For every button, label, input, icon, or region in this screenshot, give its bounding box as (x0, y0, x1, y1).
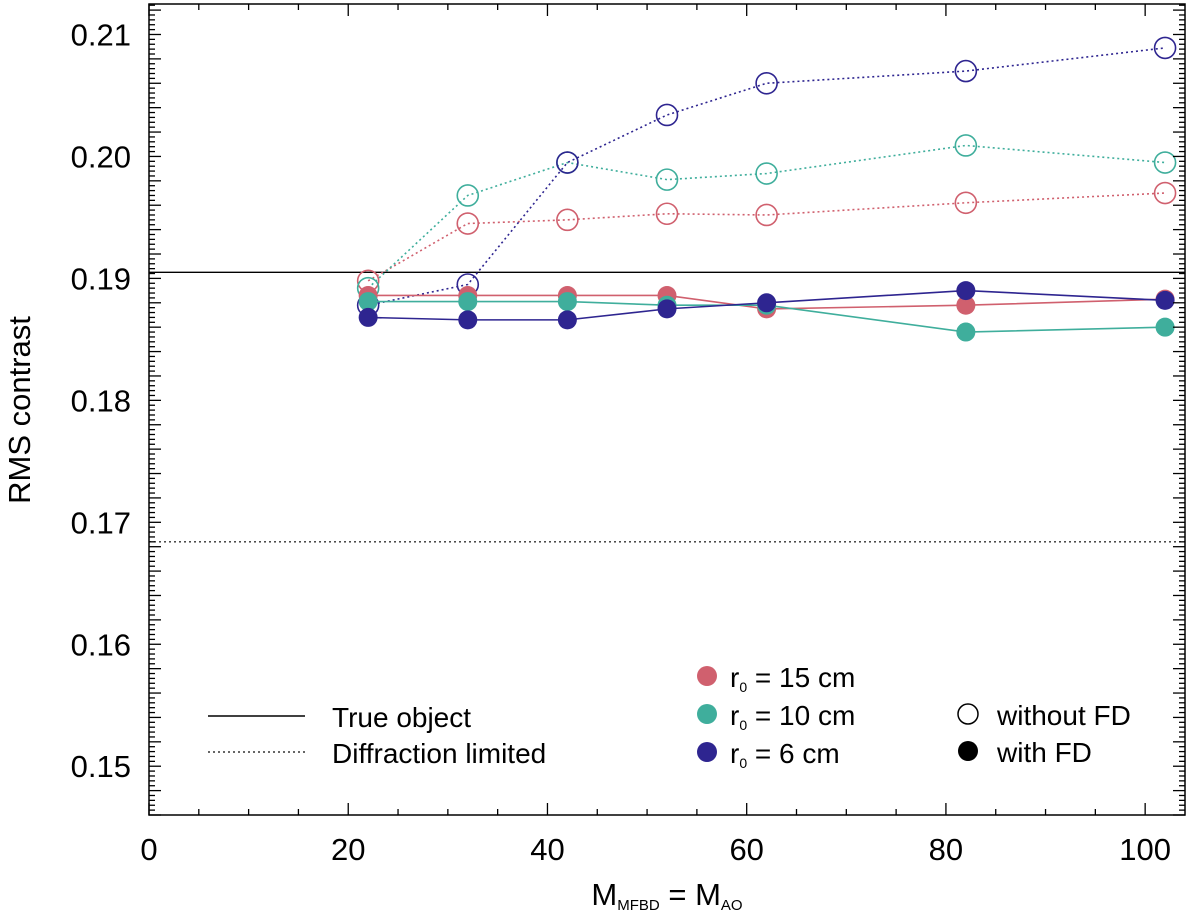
point-r0-15-cm-without-fd-82 (954, 191, 978, 215)
point-r0-6-cm-without-fd-52 (655, 103, 679, 127)
series-line-r0-6-cm-without-fd (367, 47, 1166, 307)
point-r0-15-cm-with-fd-82 (956, 295, 976, 315)
point-r0-6-cm-without-fd-62 (755, 71, 778, 95)
point-r0-10-cm-without-fd-62 (755, 162, 778, 185)
y-tick-label: 0.21 (71, 17, 131, 52)
point-r0-15-cm-without-fd-42 (556, 208, 579, 232)
y-axis-label: RMS contrast (2, 316, 37, 504)
point-r0-6-cm-with-fd-52 (657, 299, 677, 319)
point-r0-6-cm-without-fd-102 (1153, 36, 1177, 60)
point-r0-10-cm-without-fd-32 (456, 184, 480, 207)
point-r0-10-cm-without-fd-52 (655, 168, 679, 191)
point-r0-15-cm-without-fd-102 (1153, 181, 1177, 205)
point-r0-10-cm-without-fd-82 (954, 134, 978, 157)
legend-color-label: r0 = 15 cm (730, 662, 855, 695)
axes: 0 20 40 60 80 100 0.15 0.16 0.17 0.18 0.19 0.20 0.21… (2, 3, 1186, 914)
x-tick-label: 100 (1119, 832, 1171, 867)
y-tick-label: 0.16 (71, 627, 131, 662)
point-r0-6-cm-without-fd-82 (954, 59, 978, 83)
point-r0-10-cm-without-fd-102 (1153, 151, 1177, 174)
series-line-r0-10-cm-without-fd (367, 144, 1166, 289)
plot-area (149, 36, 1185, 543)
legend-label-diffraction-limited: Diffraction limited (332, 738, 546, 769)
point-r0-10-cm-with-fd-42 (557, 292, 577, 312)
series-line-r0-15-cm-without-fd (367, 192, 1166, 282)
point-r0-6-cm-with-fd-82 (956, 281, 976, 301)
legend-color-dot (697, 666, 717, 686)
legend-marker-label-with-fd: with FD (996, 737, 1092, 768)
point-r0-6-cm-with-fd-32 (458, 310, 478, 330)
point-r0-15-cm-without-fd-32 (456, 212, 480, 235)
point-r0-10-cm-with-fd-22 (358, 292, 378, 312)
y-tick-label: 0.19 (71, 261, 131, 296)
y-tick-label: 0.18 (71, 383, 131, 418)
legend-color-dot (697, 704, 717, 724)
point-r0-15-cm-without-fd-52 (655, 202, 679, 226)
point-r0-6-cm-with-fd-102 (1155, 290, 1175, 310)
legend-color-label: r0 = 6 cm (730, 738, 840, 771)
point-r0-10-cm-with-fd-102 (1155, 317, 1175, 337)
point-r0-6-cm-without-fd-42 (556, 151, 579, 174)
point-r0-6-cm-with-fd-22 (358, 307, 378, 327)
legend-marker-with-fd (958, 741, 978, 761)
x-tick-label: 20 (331, 832, 365, 867)
legend-color-label: r0 = 10 cm (730, 700, 855, 733)
legend-marker-label-without-fd: without FD (996, 700, 1131, 731)
legend: True object Diffraction limited r0 = 15 cm… (208, 662, 1131, 771)
x-tick-label: 40 (530, 832, 564, 867)
x-tick-label: 60 (729, 832, 763, 867)
x-tick-label: 80 (929, 832, 963, 867)
x-tick-label: 0 (140, 832, 157, 867)
x-axis-label: MMFBD = MAO (591, 877, 742, 914)
legend-label-true-object: True object (332, 702, 471, 733)
point-r0-6-cm-with-fd-62 (757, 293, 777, 313)
y-tick-label: 0.20 (71, 139, 131, 174)
y-tick-label: 0.17 (71, 505, 131, 540)
point-r0-10-cm-with-fd-82 (956, 322, 976, 342)
point-r0-15-cm-without-fd-62 (755, 203, 778, 227)
y-tick-label: 0.15 (71, 749, 131, 784)
legend-marker-without-fd (957, 703, 979, 725)
point-r0-6-cm-with-fd-42 (557, 310, 577, 330)
legend-color-dot (697, 742, 717, 762)
point-r0-10-cm-with-fd-32 (458, 292, 478, 312)
